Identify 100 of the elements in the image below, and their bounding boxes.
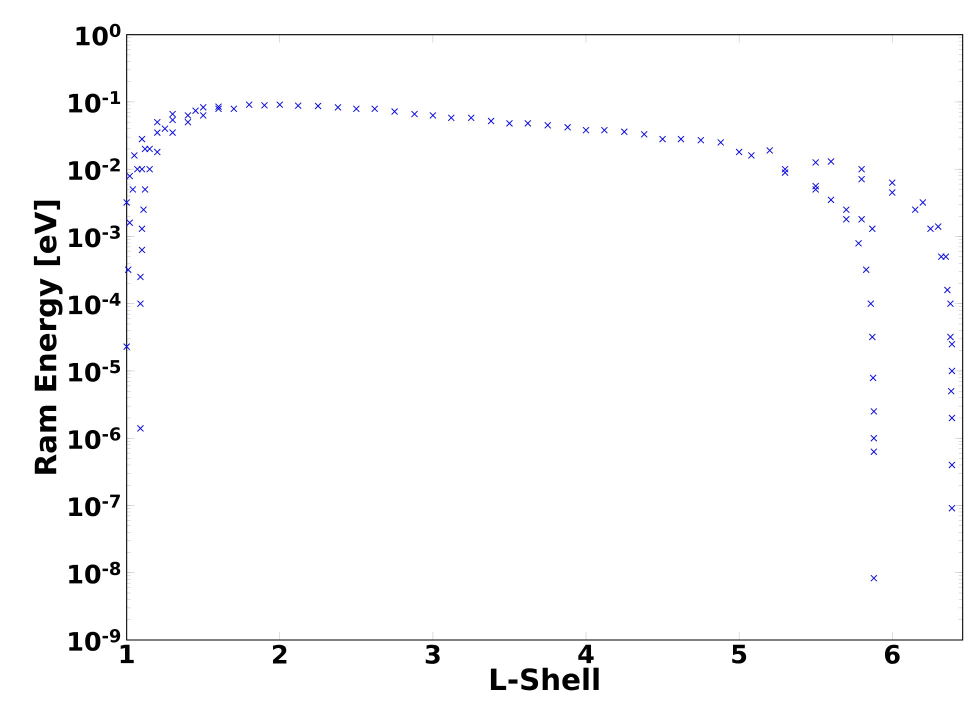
point bbox=[858, 166, 866, 173]
point bbox=[184, 112, 192, 119]
point bbox=[124, 266, 132, 274]
point bbox=[564, 124, 572, 131]
point bbox=[260, 102, 268, 109]
y-tick-label: 10$^{0}$ bbox=[76, 24, 120, 46]
x-tick-label: 4 bbox=[578, 644, 594, 664]
point bbox=[812, 182, 820, 190]
point bbox=[276, 101, 284, 108]
point bbox=[620, 128, 628, 136]
x-tick-label: 5 bbox=[732, 644, 746, 664]
point bbox=[192, 107, 200, 114]
y-tick-label: 10$^{-6}$ bbox=[69, 427, 120, 449]
point bbox=[468, 114, 475, 122]
point bbox=[870, 448, 878, 456]
point bbox=[138, 246, 146, 254]
point bbox=[294, 102, 302, 109]
x-tick-label: 3 bbox=[426, 644, 440, 664]
point bbox=[717, 138, 724, 146]
point bbox=[946, 300, 954, 308]
point bbox=[868, 225, 876, 232]
point bbox=[870, 574, 878, 582]
y-axis-title: Ram Energy [eV] bbox=[34, 200, 63, 474]
point bbox=[782, 168, 789, 176]
point bbox=[371, 105, 378, 112]
point bbox=[215, 103, 222, 110]
point bbox=[870, 434, 878, 442]
point bbox=[544, 122, 552, 129]
point bbox=[748, 152, 755, 159]
point bbox=[142, 186, 149, 193]
point bbox=[640, 130, 648, 138]
point bbox=[161, 125, 168, 132]
point bbox=[138, 225, 146, 232]
point bbox=[858, 216, 866, 223]
point bbox=[919, 198, 926, 206]
point bbox=[488, 117, 495, 124]
point bbox=[766, 146, 774, 154]
point bbox=[130, 152, 138, 159]
point bbox=[314, 102, 322, 110]
point bbox=[948, 340, 956, 348]
point bbox=[126, 172, 134, 180]
y-tick-label: 10$^{-9}$ bbox=[69, 628, 120, 651]
point bbox=[200, 104, 207, 111]
point bbox=[138, 135, 146, 142]
point bbox=[677, 135, 684, 142]
point bbox=[154, 118, 161, 126]
point bbox=[870, 408, 878, 415]
point bbox=[411, 110, 418, 118]
y-tick-label: 10$^{-1}$ bbox=[69, 90, 120, 113]
point bbox=[129, 186, 136, 193]
point bbox=[828, 158, 834, 165]
point bbox=[888, 188, 896, 196]
point bbox=[429, 112, 436, 119]
point bbox=[123, 198, 130, 206]
point bbox=[136, 273, 144, 280]
point bbox=[912, 206, 919, 214]
y-tick-label: 10$^{-5}$ bbox=[69, 360, 120, 382]
x-axis-title: L-Shell bbox=[490, 668, 599, 690]
x-tick-label: 1 bbox=[120, 644, 134, 664]
point bbox=[352, 105, 360, 112]
point bbox=[867, 300, 874, 308]
point bbox=[140, 206, 147, 214]
point bbox=[524, 120, 532, 127]
point bbox=[154, 128, 161, 136]
point bbox=[855, 240, 862, 247]
point bbox=[184, 118, 192, 126]
point bbox=[169, 116, 176, 124]
point bbox=[659, 135, 666, 142]
y-tick-label: 10$^{-3}$ bbox=[69, 225, 120, 248]
point bbox=[506, 120, 513, 127]
point bbox=[948, 414, 956, 422]
point bbox=[600, 126, 608, 134]
point bbox=[946, 333, 954, 340]
point bbox=[697, 136, 704, 144]
x-tick-label: 6 bbox=[884, 644, 900, 664]
y-tick-label: 10$^{-4}$ bbox=[69, 292, 120, 314]
point bbox=[842, 206, 850, 214]
point bbox=[154, 148, 161, 156]
y-tick-label: 10$^{-7}$ bbox=[69, 494, 120, 516]
point bbox=[948, 461, 956, 468]
point bbox=[888, 179, 896, 186]
point bbox=[828, 196, 834, 204]
point bbox=[126, 219, 134, 226]
point bbox=[812, 158, 820, 166]
point bbox=[948, 367, 956, 374]
point bbox=[736, 148, 743, 156]
point bbox=[200, 112, 207, 119]
point bbox=[246, 101, 253, 108]
x-tick-label: 2 bbox=[272, 644, 286, 664]
point bbox=[169, 110, 176, 118]
point bbox=[948, 504, 956, 512]
point bbox=[230, 105, 238, 112]
point bbox=[215, 105, 222, 112]
point bbox=[391, 108, 398, 115]
point bbox=[334, 104, 342, 111]
point bbox=[448, 114, 455, 122]
point bbox=[812, 186, 820, 193]
point bbox=[169, 128, 176, 136]
y-tick-label: 10$^{-8}$ bbox=[69, 562, 120, 584]
y-tick-label: 10$^{-2}$ bbox=[69, 158, 120, 180]
